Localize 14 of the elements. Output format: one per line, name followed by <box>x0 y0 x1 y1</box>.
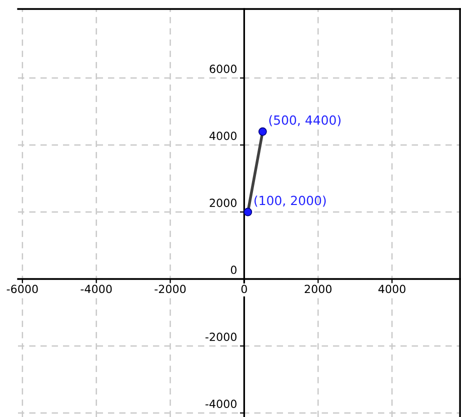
x-tick-label: 2000 <box>304 284 332 294</box>
y-tick-label: 4000 <box>209 132 236 140</box>
y-tick-label: 6000 <box>210 64 236 74</box>
x-tick-label: 4000 <box>378 284 406 294</box>
annotation: (500, 4400) <box>269 115 341 126</box>
y-tick-label: -4000 <box>205 400 236 408</box>
x-tick-label: -2000 <box>154 284 186 294</box>
x-tick-label: -6000 <box>6 284 38 294</box>
x-tick-label: -4000 <box>80 284 112 294</box>
annotation: (100, 2000) <box>254 196 326 207</box>
x-tick-label: 0 <box>241 284 247 294</box>
y-tick-label: 2000 <box>210 198 236 208</box>
y-tick-label: 0 <box>230 266 236 274</box>
y-tick-label: -2000 <box>205 332 236 342</box>
